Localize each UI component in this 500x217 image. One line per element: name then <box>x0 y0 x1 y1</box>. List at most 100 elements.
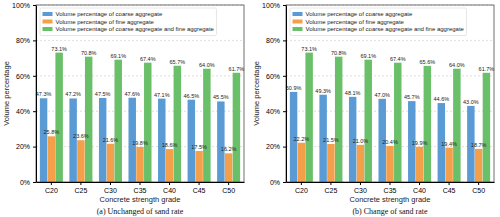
y-tick-mark <box>283 40 286 41</box>
data-label: 19.4% <box>441 141 457 147</box>
x-tick: C20 <box>295 182 308 194</box>
y-tick-mark <box>283 5 286 6</box>
bar <box>174 66 181 182</box>
x-tick: C40 <box>413 182 426 194</box>
chart-svg: 47.3%47.2%47.5%47.6%47.1%46.5%45.5%25.8%… <box>0 0 500 217</box>
y-tick: 0% <box>270 179 286 186</box>
bar <box>483 73 490 182</box>
grid-line <box>286 40 494 41</box>
x-tick-label: C50 <box>472 187 485 194</box>
y-tick: 100% <box>12 2 36 9</box>
bar <box>85 57 92 182</box>
bar <box>357 145 364 182</box>
data-label: 69.1% <box>110 53 126 59</box>
data-label: 47.0% <box>374 92 390 98</box>
grid-line <box>36 146 244 147</box>
x-tick-mark <box>301 182 302 185</box>
y-tick-label: 20% <box>266 143 280 150</box>
legend-box <box>40 8 216 36</box>
grid-line <box>36 40 244 41</box>
data-label: 19.8% <box>132 140 148 146</box>
legend-label: Volume percentage of coarse aggregate an… <box>56 26 215 32</box>
data-label: 47.2% <box>65 91 81 97</box>
bar <box>475 149 482 182</box>
data-label: 61.7% <box>479 66 495 72</box>
y-tick-label: 80% <box>16 37 30 44</box>
y-axis-title: Volume percentage <box>252 61 261 126</box>
legend-swatch <box>293 12 303 16</box>
bar <box>335 57 342 182</box>
data-label: 44.6% <box>434 96 450 102</box>
bar <box>203 69 210 182</box>
y-tick-mark <box>283 182 286 183</box>
chart-title: (a) Unchanged of sand rate <box>97 207 184 216</box>
y-axis-line <box>36 6 37 183</box>
bar <box>166 149 173 182</box>
x-tick-label: C20 <box>295 187 308 194</box>
data-label: 48.1% <box>345 90 361 96</box>
x-tick-label: C25 <box>324 187 337 194</box>
data-label: 21.5% <box>323 137 339 143</box>
x-tick-label: C50 <box>222 187 235 194</box>
y-axis: 0%20%40%60%80%100% <box>12 2 36 186</box>
data-label: 16.2% <box>221 146 237 152</box>
bars <box>290 53 490 182</box>
data-label: 65.7% <box>170 59 186 65</box>
bar <box>424 66 431 182</box>
data-label: 47.6% <box>124 91 140 97</box>
bar <box>394 63 401 182</box>
y-tick: 100% <box>262 2 286 9</box>
grid-line <box>36 75 244 76</box>
x-axis-title: Concrete strength grade <box>100 195 181 204</box>
x-tick-label: C45 <box>193 187 206 194</box>
y-tick-label: 40% <box>16 108 30 115</box>
grid <box>286 5 494 182</box>
y-tick-mark <box>283 76 286 77</box>
data-label: 64.0% <box>449 62 465 68</box>
data-label: 67.4% <box>140 56 156 62</box>
data-label: 64.0% <box>199 62 215 68</box>
y-tick: 40% <box>16 108 36 115</box>
y-tick-mark <box>33 111 36 112</box>
legend-swatch <box>293 20 303 24</box>
plot-frame <box>286 5 494 182</box>
data-label: 73.1% <box>51 46 67 52</box>
legend-label: Volume percentage of coarse aggregate <box>56 11 163 17</box>
data-label: 23.6% <box>73 133 89 139</box>
legend-swatch <box>293 27 303 31</box>
legend: Volume percentage of coarse aggregateVol… <box>290 8 466 36</box>
x-tick-label: C30 <box>104 187 117 194</box>
panel: 47.3%47.2%47.5%47.6%47.1%46.5%45.5%25.8%… <box>2 2 245 216</box>
x-tick-mark <box>110 182 111 185</box>
bar <box>188 100 195 182</box>
chart-container: 47.3%47.2%47.5%47.6%47.1%46.5%45.5%25.8%… <box>0 0 500 217</box>
x-tick: C25 <box>324 182 337 194</box>
grid-line <box>286 111 494 112</box>
x-tick: C40 <box>163 182 176 194</box>
bar <box>55 53 62 182</box>
x-tick-mark <box>478 182 479 185</box>
x-tick-mark <box>390 182 391 185</box>
data-label: 47.3% <box>36 91 52 97</box>
y-tick: 80% <box>266 37 286 44</box>
plot-frame <box>36 5 244 182</box>
bars <box>40 53 240 182</box>
data-label: 18.7% <box>471 142 487 148</box>
x-axis-title: Concrete strength grade <box>350 195 431 204</box>
x-tick: C35 <box>134 182 147 194</box>
x-tick-mark <box>51 182 52 185</box>
data-label: 18.6% <box>162 142 178 148</box>
x-tick: C50 <box>222 182 235 194</box>
bar <box>114 60 121 182</box>
data-label: 70.8% <box>331 50 347 56</box>
data-label: 61.7% <box>229 66 245 72</box>
bar <box>48 136 55 182</box>
data-label: 21.0% <box>353 138 369 144</box>
data-label: 45.5% <box>213 94 229 100</box>
x-tick: C45 <box>193 182 206 194</box>
data-label: 25.8% <box>44 129 60 135</box>
x-tick-label: C40 <box>163 187 176 194</box>
y-axis-title: Volume percentage <box>2 61 11 126</box>
y-tick-mark <box>33 40 36 41</box>
y-tick-label: 20% <box>16 143 30 150</box>
